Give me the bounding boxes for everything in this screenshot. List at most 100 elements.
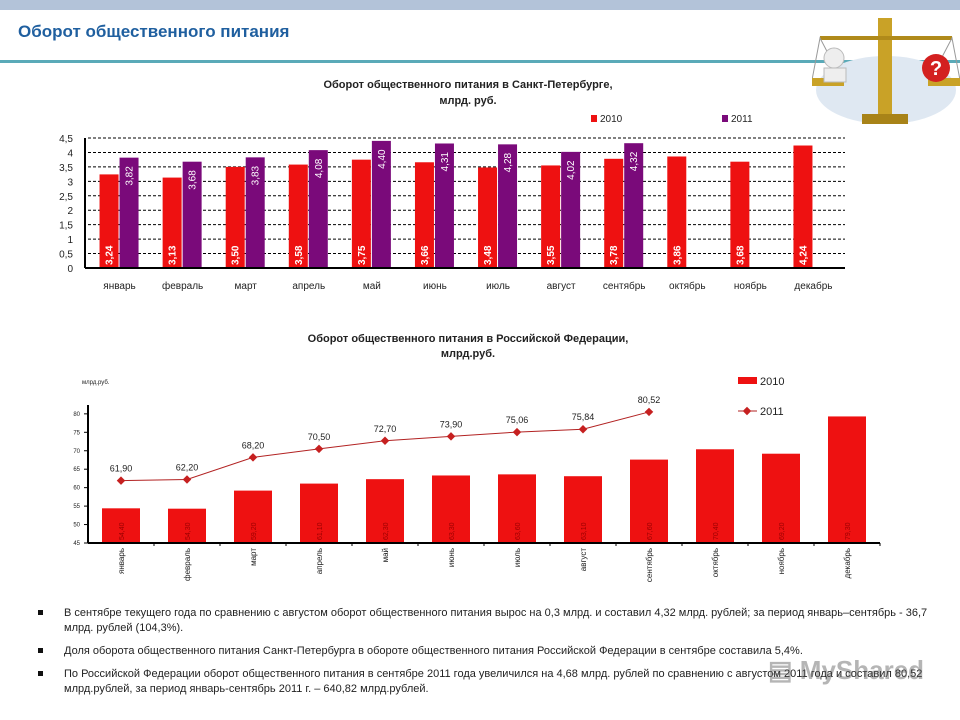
x-tick-label: август: [547, 281, 576, 292]
data-label-2011: 4,02: [566, 160, 577, 180]
data-label-2010: 3,68: [735, 245, 746, 265]
x-tick-label: июль: [513, 548, 522, 567]
marker-2011: [314, 444, 324, 454]
y-tick-label: 50: [73, 523, 80, 529]
y-tick-label: 60: [73, 486, 80, 492]
bar-2011-6: [434, 143, 454, 268]
data-label-2011: 75,06: [506, 415, 529, 425]
x-tick-label: сентябрь: [645, 548, 654, 582]
legend-label-2011: 2011: [731, 114, 753, 125]
watermark-logo: ▤ MyShared: [768, 655, 925, 685]
bar-2011-9: [624, 143, 644, 268]
bar-2010-7: [478, 167, 498, 268]
data-label-2010: 4,24: [798, 245, 809, 265]
bar-2010-4: [300, 483, 338, 543]
data-label-2010: 79,30: [845, 522, 852, 540]
data-label-2011: 70,50: [308, 432, 331, 442]
y-tick-label: 55: [73, 504, 80, 510]
data-label-2010: 69,20: [779, 522, 786, 540]
y-tick-label: 70: [73, 449, 80, 455]
bar-2011-3: [245, 157, 265, 268]
bar-2011-1: [119, 157, 139, 268]
chart1-subtitle: млрд. руб.: [439, 95, 496, 107]
y-tick-label: 0: [67, 264, 73, 275]
y-tick-label: 3,5: [59, 163, 73, 174]
marker-2011: [578, 424, 588, 434]
bullet-item: По Российской Федерации оборот обществен…: [38, 667, 928, 697]
data-label-2010: 54,40: [119, 522, 126, 540]
data-label-2011: 61,90: [110, 464, 133, 474]
legend-swatch-2010: [738, 377, 757, 384]
summary-bullets: В сентябре текущего года по сравнению с …: [38, 606, 928, 705]
y-tick-label: 4: [67, 148, 73, 159]
y-tick-label: 0,5: [59, 250, 73, 261]
legend-swatch-2011: [722, 115, 728, 122]
y-tick-label: 65: [73, 467, 80, 473]
marker-2011: [182, 475, 192, 484]
x-tick-label: ноябрь: [777, 548, 786, 574]
x-tick-label: декабрь: [794, 280, 832, 292]
x-tick-label: июль: [486, 281, 510, 292]
bullet-item: В сентябре текущего года по сравнению с …: [38, 606, 928, 636]
chart2-subtitle: млрд.руб.: [441, 348, 495, 360]
data-label-2010: 3,75: [357, 245, 368, 265]
rf-turnover-chart: Оборот общественного питания в Российско…: [73, 333, 881, 582]
bar-2010-1: [102, 508, 140, 543]
bar-2010-12: [828, 416, 866, 543]
data-label-2011: 80,52: [638, 395, 661, 405]
data-label-2010: 3,58: [294, 245, 305, 265]
data-label-2010: 3,66: [420, 245, 431, 265]
legend-label-2010: 2010: [600, 114, 623, 125]
bar-2011-4: [308, 150, 328, 268]
x-tick-label: февраль: [183, 548, 192, 581]
x-tick-label: июнь: [447, 548, 456, 567]
data-label-2010: 63,30: [449, 522, 456, 540]
x-tick-label: август: [579, 548, 588, 572]
bar-2010-2: [168, 508, 206, 543]
x-tick-label: апрель: [315, 548, 324, 574]
line-2011: [120, 411, 650, 482]
y-tick-label: 3: [67, 177, 73, 188]
y-tick-label: 75: [73, 430, 80, 436]
bar-2010-11: [762, 453, 800, 543]
data-label-2010: 3,55: [546, 245, 557, 265]
data-label-2010: 63,10: [581, 522, 588, 540]
x-tick-label: февраль: [162, 280, 203, 292]
bar-2010-8: [541, 165, 561, 268]
y-tick-label: 2: [67, 206, 73, 217]
bar-2010-7: [498, 474, 536, 543]
x-tick-label: март: [235, 281, 258, 292]
x-tick-label: октябрь: [711, 548, 720, 577]
bar-2011-5: [371, 140, 391, 268]
bar-2010-10: [667, 156, 687, 268]
spb-turnover-chart: Оборот общественного питания в Санкт-Пет…: [59, 79, 845, 292]
bar-2011-2: [182, 161, 202, 268]
x-tick-label: май: [381, 548, 390, 562]
data-label-2011: 3,68: [188, 170, 199, 190]
data-label-2011: 3,83: [251, 165, 262, 185]
x-tick-label: июнь: [423, 281, 447, 292]
x-tick-label: апрель: [292, 281, 325, 292]
bullet-item: Доля оборота общественного питания Санкт…: [38, 644, 928, 659]
data-label-2010: 3,48: [483, 245, 494, 265]
data-label-2011: 68,20: [242, 440, 265, 450]
bar-2010-9: [630, 459, 668, 543]
legend-marker-2011: [742, 406, 752, 416]
data-label-2010: 62,30: [383, 522, 390, 540]
data-label-2011: 4,40: [377, 149, 388, 169]
y-tick-label: 1,5: [59, 221, 73, 232]
chart1-title: Оборот общественного питания в Санкт-Пет…: [323, 79, 612, 91]
bar-2010-6: [414, 162, 434, 268]
x-tick-label: январь: [117, 548, 126, 574]
x-tick-label: сентябрь: [603, 280, 646, 292]
y-tick-label: 1: [67, 235, 73, 246]
bar-2010-5: [351, 159, 371, 268]
data-label-2010: 70,40: [713, 522, 720, 540]
svg-text:?: ?: [930, 58, 942, 80]
bar-2010-8: [564, 476, 602, 543]
bar-2010-12: [793, 145, 813, 268]
top-decor-bar: [0, 0, 960, 10]
scales-of-justice-question-icon: ?: [812, 18, 960, 124]
marker-2011: [512, 427, 522, 437]
data-label-2011: 62,20: [176, 463, 199, 473]
